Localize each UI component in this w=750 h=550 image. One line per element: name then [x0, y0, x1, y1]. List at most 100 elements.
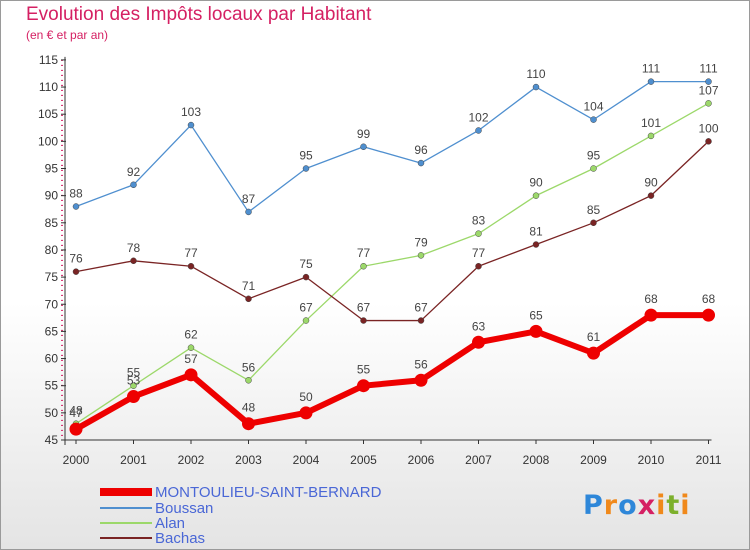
data-point-boussan — [532, 83, 540, 91]
data-label-montoulieu-saint-bernard: 47 — [69, 406, 83, 420]
data-label-montoulieu-saint-bernard: 68 — [644, 292, 658, 306]
data-point-boussan — [417, 159, 425, 167]
x-tick-label: 2007 — [465, 453, 492, 467]
data-point-boussan — [475, 127, 482, 134]
data-point-bachas — [647, 192, 655, 199]
data-label-bachas: 81 — [529, 225, 543, 239]
legend-swatch-alan — [100, 522, 152, 524]
legend-swatch-montoulieu — [100, 488, 152, 496]
data-label-montoulieu-saint-bernard: 56 — [414, 357, 428, 371]
data-label-boussan: 111 — [642, 62, 661, 76]
y-tick-label: 70 — [45, 297, 59, 311]
data-point-bachas — [245, 295, 252, 303]
logo-letter: i — [656, 490, 667, 521]
data-point-boussan — [647, 78, 655, 85]
y-tick-label: 90 — [45, 189, 59, 203]
data-point-alan — [475, 230, 482, 237]
data-label-montoulieu-saint-bernard: 53 — [127, 374, 141, 388]
x-tick-label: 2005 — [350, 453, 377, 467]
data-label-montoulieu-saint-bernard: 50 — [299, 390, 313, 404]
data-point-bachas — [130, 257, 137, 265]
x-tick-label: 2010 — [638, 453, 665, 467]
data-label-boussan: 92 — [127, 165, 141, 179]
data-point-bachas — [705, 138, 712, 145]
data-label-alan: 48 — [69, 404, 83, 418]
data-point-alan — [130, 382, 137, 389]
data-label-boussan: 95 — [299, 149, 313, 163]
data-label-boussan: 88 — [69, 187, 83, 201]
data-point-bachas — [187, 262, 195, 270]
data-point-alan — [187, 344, 195, 351]
x-tick-label: 2011 — [696, 453, 722, 467]
data-point-alan — [360, 262, 367, 270]
data-label-boussan: 96 — [414, 143, 428, 157]
y-tick-label: 80 — [45, 243, 59, 257]
data-point-bachas — [360, 317, 367, 324]
y-tick-label: 105 — [38, 107, 58, 121]
data-label-boussan: 110 — [526, 67, 545, 81]
logo-letter: i — [680, 490, 691, 521]
data-label-alan: 90 — [529, 176, 543, 190]
legend-label-montoulieu: MONTOULIEU-SAINT-BERNARD — [155, 484, 382, 501]
x-tick-label: 2002 — [178, 453, 205, 467]
logo-letter: x — [637, 490, 657, 521]
logo-letter: t — [666, 490, 681, 521]
y-tick-label: 55 — [45, 379, 59, 393]
data-point-montoulieu-saint-bernard — [702, 308, 715, 322]
data-label-bachas: 67 — [414, 301, 428, 315]
data-point-alan — [302, 317, 310, 324]
y-tick-label: 100 — [38, 134, 58, 148]
proxiti-logo: Proxiti — [583, 490, 691, 521]
series-line-boussan — [75, 80, 709, 213]
y-tick-label: 85 — [45, 216, 59, 230]
data-label-alan: 55 — [127, 366, 141, 380]
data-label-alan: 62 — [184, 328, 198, 342]
data-label-boussan: 87 — [242, 192, 256, 206]
data-label-boussan: 104 — [583, 100, 603, 114]
data-label-bachas: 75 — [299, 257, 313, 271]
data-point-montoulieu-saint-bernard — [472, 335, 485, 349]
y-tick-label: 75 — [45, 270, 59, 284]
x-tick-label: 2008 — [523, 453, 550, 467]
data-point-boussan — [360, 143, 367, 151]
data-label-alan: 79 — [414, 235, 428, 249]
data-point-montoulieu-saint-bernard — [529, 324, 543, 338]
data-point-boussan — [245, 208, 252, 216]
chart-title: Evolution des Impôts locaux par Habitant — [26, 4, 372, 25]
data-point-montoulieu-saint-bernard — [414, 373, 428, 387]
data-label-bachas: 67 — [357, 301, 371, 315]
data-label-montoulieu-saint-bernard: 68 — [702, 292, 716, 306]
data-label-montoulieu-saint-bernard: 61 — [587, 330, 601, 344]
y-tick-label: 50 — [45, 406, 59, 420]
data-label-montoulieu-saint-bernard: 65 — [529, 308, 543, 322]
data-point-alan — [647, 132, 655, 140]
data-point-montoulieu-saint-bernard — [127, 390, 140, 404]
series-line-alan — [75, 102, 709, 425]
data-point-montoulieu-saint-bernard — [357, 379, 370, 393]
x-tick-label: 2006 — [408, 453, 435, 467]
data-label-bachas: 90 — [644, 176, 658, 190]
data-point-alan — [532, 192, 540, 199]
logo-letter: r — [603, 490, 619, 521]
data-point-montoulieu-saint-bernard — [644, 308, 658, 322]
x-tick-label: 2001 — [120, 453, 147, 467]
data-label-bachas: 78 — [127, 241, 141, 255]
x-tick-label: 2009 — [580, 453, 607, 467]
x-tick-label: 2000 — [63, 453, 90, 467]
data-point-montoulieu-saint-bernard — [299, 406, 313, 420]
legend-swatch-boussan — [100, 507, 152, 509]
data-point-boussan — [72, 203, 80, 210]
data-point-boussan — [590, 116, 597, 123]
data-label-montoulieu-saint-bernard: 57 — [184, 352, 198, 366]
data-label-bachas: 85 — [587, 203, 601, 217]
data-label-montoulieu-saint-bernard: 48 — [242, 401, 256, 415]
data-label-bachas: 76 — [69, 252, 83, 266]
data-point-montoulieu-saint-bernard — [184, 368, 198, 382]
data-point-alan — [245, 377, 252, 384]
data-label-bachas: 77 — [472, 246, 486, 260]
data-label-boussan: 102 — [468, 110, 488, 124]
legend-label-bachas: Bachas — [155, 530, 206, 547]
data-point-bachas — [532, 241, 540, 248]
